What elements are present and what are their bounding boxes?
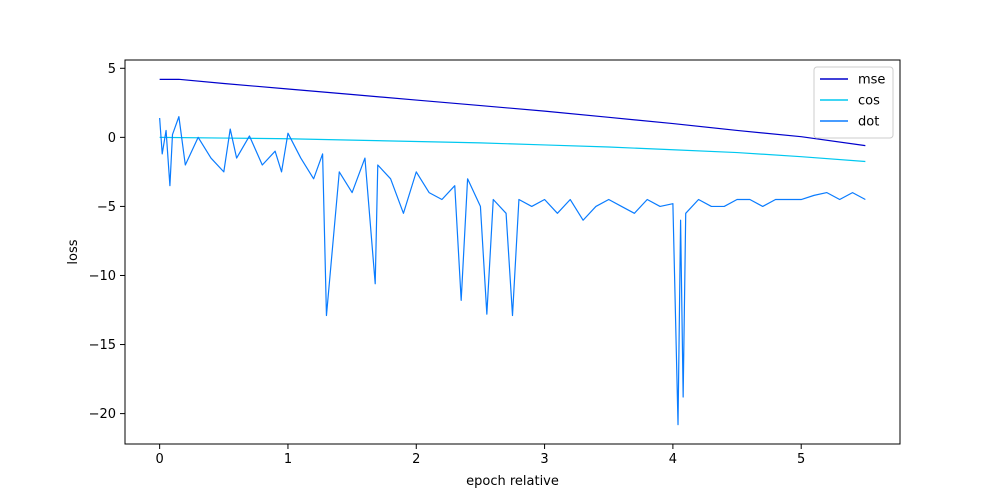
- series-line-dot: [159, 116, 866, 426]
- y-tick-label: −10: [89, 269, 116, 284]
- x-tick-label: 5: [797, 452, 805, 467]
- x-tick-label: 4: [669, 452, 677, 467]
- plot-frame: [124, 59, 901, 445]
- x-tick-label: 1: [284, 452, 292, 467]
- y-tick-label: −20: [89, 407, 116, 422]
- y-axis-label: loss: [66, 239, 81, 264]
- legend: mse cos dot: [813, 66, 894, 139]
- series-layer: [159, 78, 866, 426]
- y-tick-label: 5: [108, 62, 116, 77]
- y-axis: 5 0 −5 −10 −15 −20: [89, 62, 125, 422]
- x-tick-label: 0: [156, 452, 164, 467]
- y-tick-label: −5: [97, 200, 116, 215]
- legend-label-dot: dot: [858, 115, 879, 130]
- y-tick-label: −15: [89, 338, 116, 353]
- series-line-cos: [159, 136, 866, 163]
- y-tick-label: 0: [108, 131, 116, 146]
- legend-label-cos: cos: [858, 94, 880, 109]
- plot-area: [125, 60, 900, 444]
- series-line-mse: [159, 78, 866, 147]
- legend-label-mse: mse: [858, 73, 885, 88]
- x-tick-label: 3: [540, 452, 548, 467]
- x-axis-label: epoch relative: [466, 474, 559, 489]
- x-tick-label: 2: [412, 452, 420, 467]
- x-axis: 0 1 2 3 4 5: [156, 444, 805, 467]
